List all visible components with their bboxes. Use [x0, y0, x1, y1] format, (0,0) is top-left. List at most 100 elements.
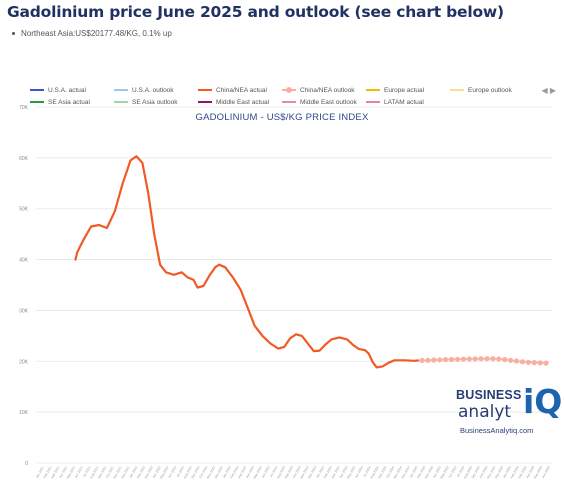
legend-item[interactable]: China/NEA outlook	[282, 87, 366, 94]
logo-text-analyt: analyt	[458, 402, 512, 422]
y-tick-label: 50K	[19, 207, 29, 213]
data-point	[419, 357, 425, 363]
legend-swatch	[198, 101, 212, 103]
data-point	[431, 357, 437, 363]
y-tick-label: 40K	[19, 258, 29, 264]
legend-label: Middle East outlook	[300, 98, 357, 106]
series-line-china-nea-outlook	[421, 357, 547, 364]
data-point	[531, 360, 537, 366]
legend-swatch	[282, 87, 296, 93]
x-tick-label: Feb 2023	[229, 465, 239, 479]
y-tick-label: 30K	[19, 308, 29, 314]
data-point	[466, 356, 472, 362]
x-tick-label: Jun 2026	[541, 465, 551, 479]
legend-swatch	[450, 89, 464, 91]
x-tick-label: Apr 2023	[245, 465, 255, 478]
x-tick-label: Sep 2025	[471, 465, 481, 479]
x-tick-label: Dec 2022	[214, 465, 224, 479]
legend-swatch	[30, 101, 44, 103]
legend-row: U.S.A. actual U.S.A. outlook China/NEA act…	[30, 84, 560, 96]
legend-item[interactable]: SE Asia actual	[30, 99, 114, 106]
legend-item[interactable]: Europe actual	[366, 87, 450, 94]
x-tick-label: Aug 2025	[463, 465, 473, 479]
price-summary: Northeast Asia:US$20177.48/KG, 0.1% up	[12, 29, 172, 38]
x-tick-label: Aug 2022	[182, 465, 192, 479]
legend-item[interactable]: Middle East actual	[198, 99, 282, 106]
legend-item[interactable]: U.S.A. outlook	[114, 87, 198, 94]
page-title: Gadolinium price June 2025 and outlook (…	[7, 3, 504, 21]
legend-item[interactable]: U.S.A. actual	[30, 87, 114, 94]
data-point	[519, 359, 526, 365]
data-point	[484, 356, 490, 362]
data-point	[490, 356, 496, 362]
legend-label: China/NEA outlook	[300, 86, 355, 94]
data-point	[502, 356, 508, 363]
data-point	[543, 360, 549, 366]
logo-url[interactable]: BusinessAnalytiq.com	[460, 426, 534, 435]
legend-label: U.S.A. actual	[48, 86, 86, 94]
legend-label: Middle East actual	[216, 98, 270, 106]
x-tick-label: Jul 2023	[269, 465, 279, 478]
legend-swatch	[114, 89, 128, 91]
x-tick-label: Jul 2025	[456, 465, 466, 478]
x-tick-label: Dec 2024	[400, 465, 410, 479]
x-tick-label: Jan 2026	[502, 465, 512, 479]
data-point	[460, 356, 466, 362]
x-tick-label: Jan 2024	[315, 465, 325, 479]
legend-label: SE Asia actual	[48, 98, 90, 106]
x-tick-label: Jul 2024	[362, 465, 372, 478]
data-point	[454, 356, 461, 362]
x-tick-label: Dec 2023	[307, 465, 317, 479]
x-tick-label: Feb 2025	[416, 465, 426, 479]
x-tick-label: Mar 2026	[517, 465, 527, 479]
legend-row: SE Asia actual SE Asia outlook Middle East…	[30, 96, 560, 108]
y-tick-label: 0	[25, 461, 28, 467]
data-point	[508, 357, 514, 363]
legend-nav[interactable]: ◀ ▶	[541, 86, 556, 95]
x-tick-label: Sep 2022	[190, 465, 200, 479]
legend-label: LATAM actual	[384, 98, 424, 106]
x-tick-label: Dec 2021	[120, 465, 130, 479]
legend-item[interactable]: Middle East outlook	[282, 99, 366, 106]
x-tick-label: Jun 2024	[354, 465, 364, 479]
x-tick-label: May 2025	[439, 465, 450, 479]
x-tick-label: Nov 2023	[299, 465, 309, 479]
x-tick-label: May 2026	[533, 465, 544, 479]
data-point	[425, 357, 431, 363]
legend-item[interactable]: Europe outlook	[450, 87, 534, 94]
x-tick-label: Sep 2024	[377, 465, 387, 479]
x-tick-label: Aug 2021	[89, 465, 99, 479]
legend-label: SE Asia outlook	[132, 98, 178, 106]
x-tick-label: Apr 2024	[339, 465, 349, 478]
x-tick-label: Jun 2022	[167, 465, 177, 479]
legend-label: Europe actual	[384, 86, 425, 94]
x-tick-label: Nov 2022	[206, 465, 216, 479]
x-tick-label: Apr 2021	[58, 465, 68, 478]
x-tick-label: Oct 2023	[292, 465, 302, 478]
legend-swatch	[366, 101, 380, 103]
legend-swatch	[30, 89, 44, 91]
x-tick-label: Jul 2022	[175, 465, 185, 478]
x-tick-label: Mar 2024	[330, 465, 340, 479]
x-tick-label: Nov 2024	[393, 465, 403, 479]
x-tick-label: May 2023	[252, 465, 263, 479]
x-tick-label: Nov 2025	[486, 465, 496, 479]
x-tick-label: Mar 2025	[424, 465, 434, 479]
y-tick-label: 60K	[19, 156, 29, 162]
x-tick-label: Jun 2021	[74, 465, 84, 479]
legend-item[interactable]: SE Asia outlook	[114, 99, 198, 106]
x-tick-label: Oct 2024	[385, 465, 395, 478]
x-tick-label: Jan 2021	[35, 465, 45, 479]
data-point	[478, 356, 484, 362]
legend-item[interactable]: China/NEA actual	[198, 87, 282, 94]
bullet-icon	[12, 32, 15, 36]
y-tick-label: 70K	[19, 105, 29, 111]
logo-iq-mark: iQ	[523, 382, 563, 421]
legend-swatch	[114, 101, 128, 103]
x-tick-label: Apr 2025	[432, 465, 442, 478]
legend-item[interactable]: LATAM actual	[366, 99, 450, 106]
data-point	[525, 359, 532, 365]
businessanalytiq-logo: BUSINESS analyt iQ BusinessAnalytiq.com	[456, 382, 562, 438]
x-tick-label: Jan 2022	[128, 465, 138, 479]
